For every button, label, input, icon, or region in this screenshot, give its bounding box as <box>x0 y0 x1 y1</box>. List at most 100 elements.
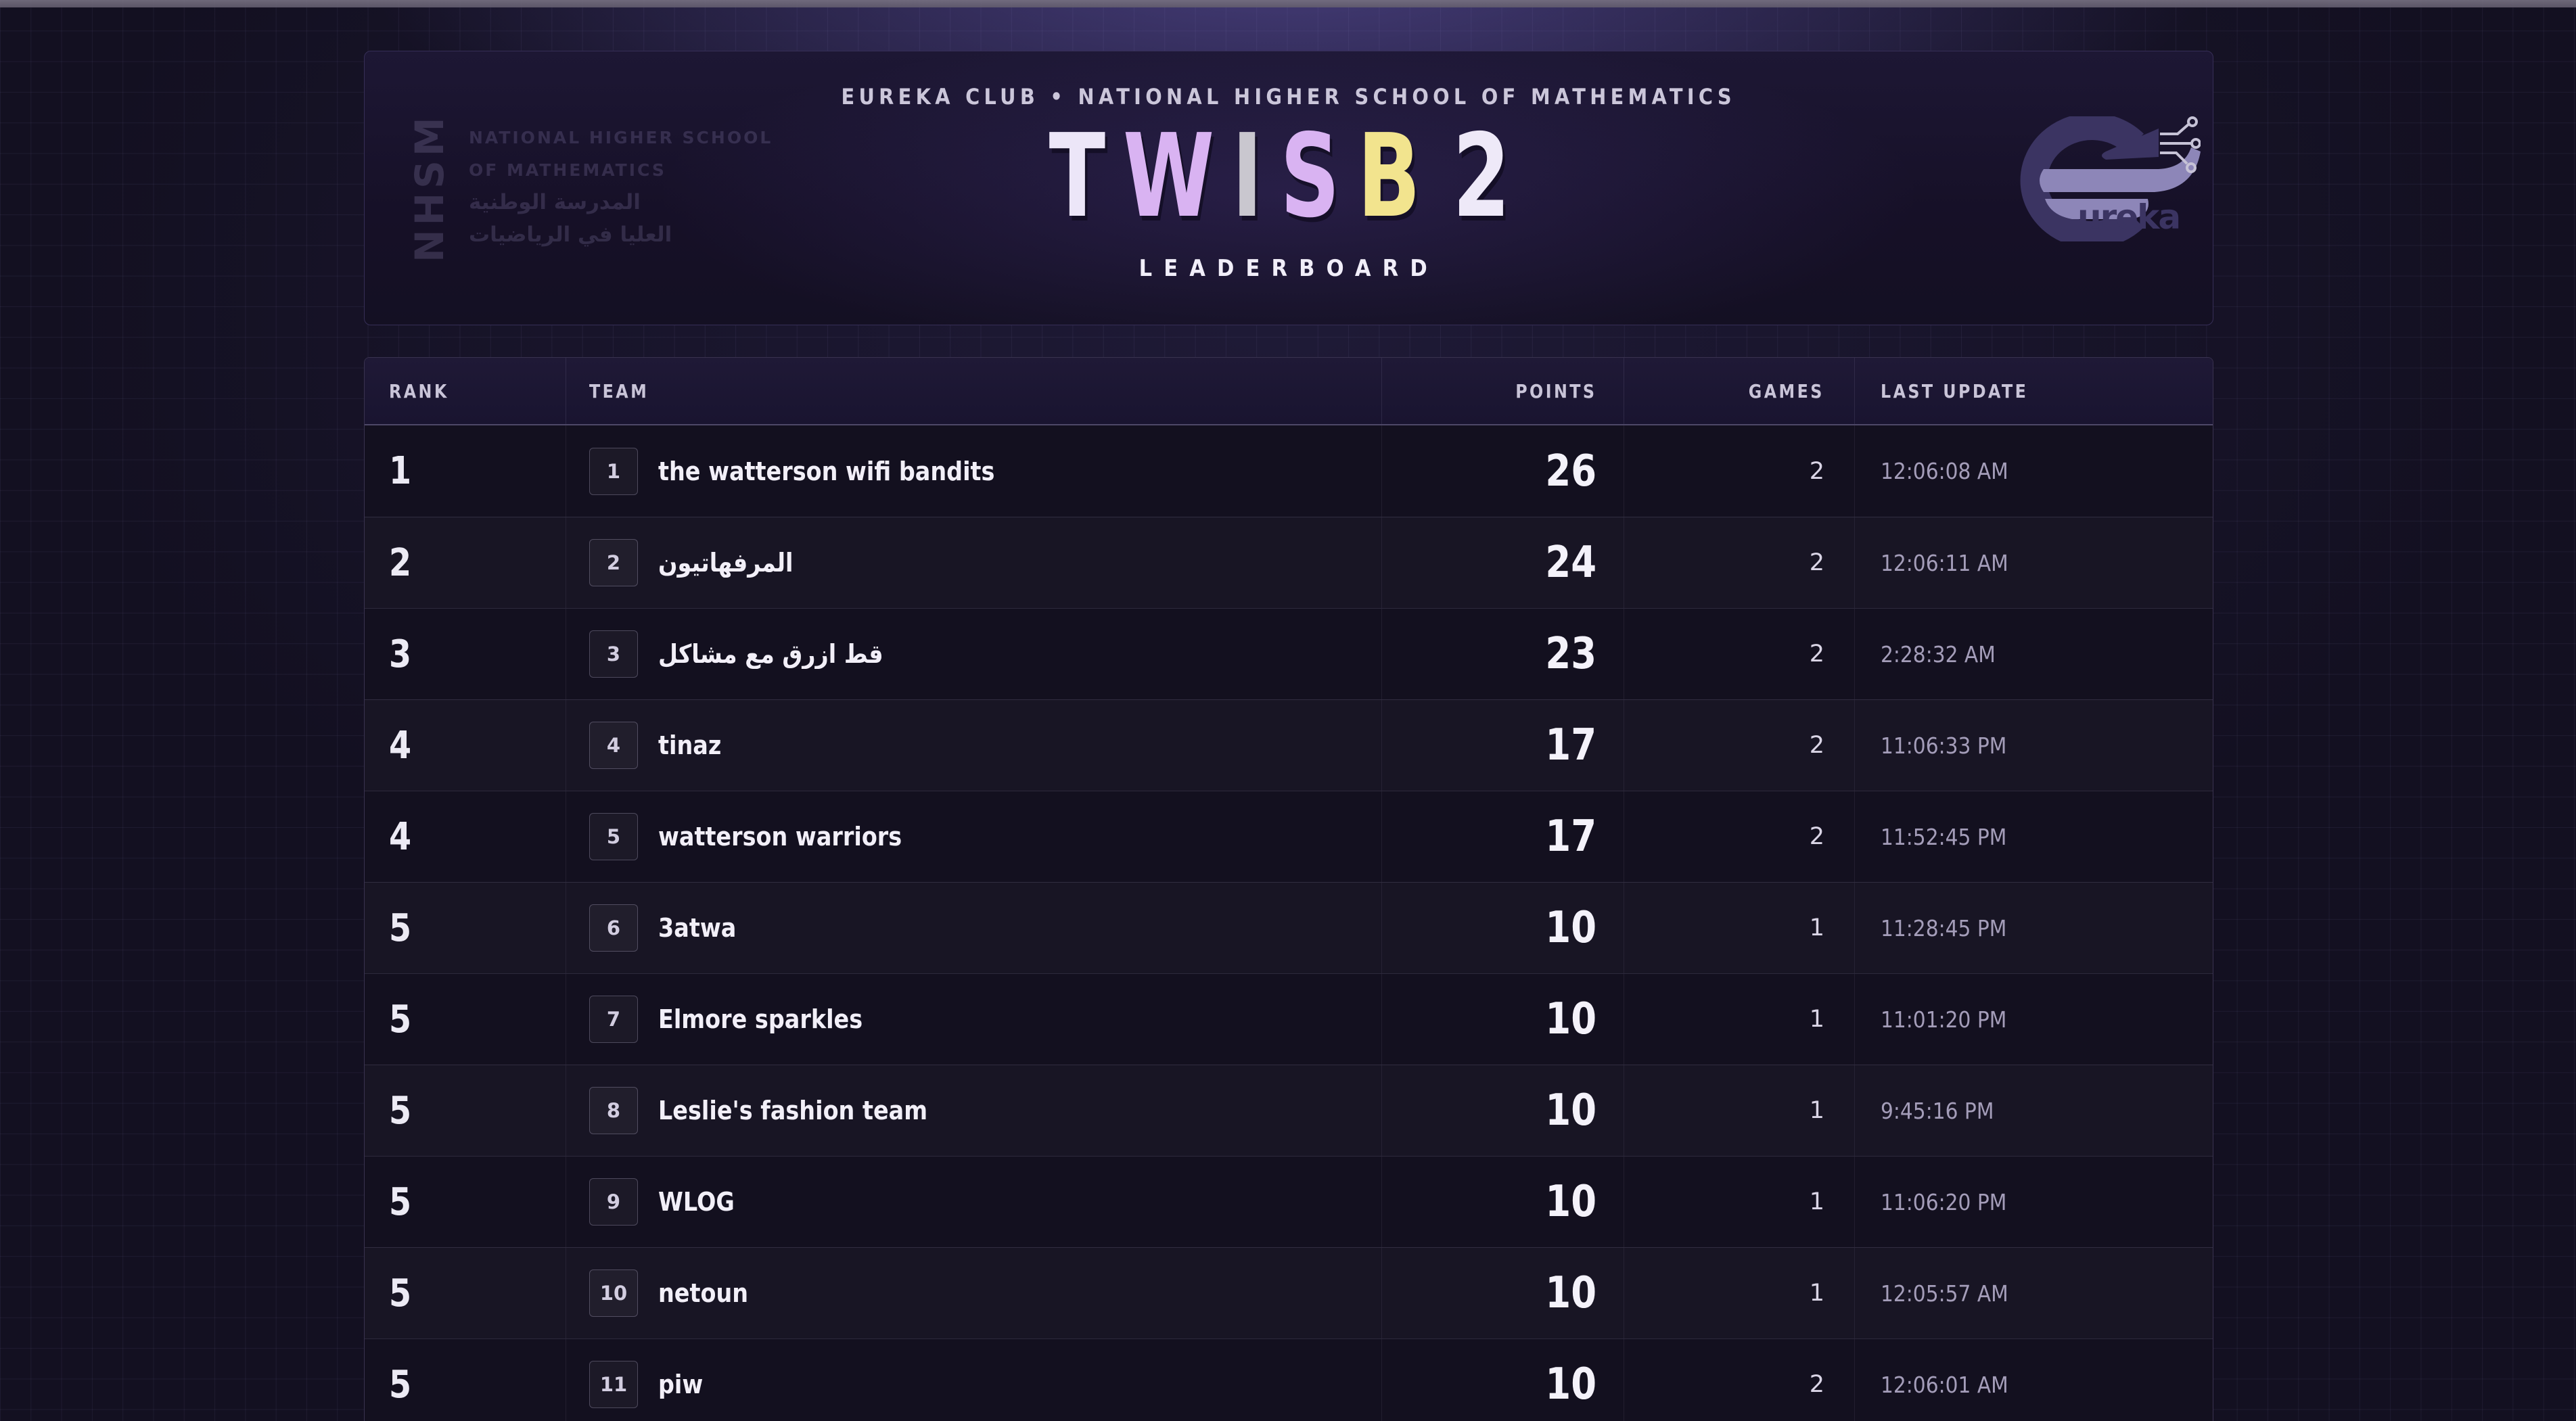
leaderboard-row: 5 8 Leslie's fashion team 10 1 9:45:16 P… <box>365 1065 2213 1156</box>
games-cell: 2 <box>1624 1339 1854 1421</box>
leaderboard-row: 5 6 3atwa 10 1 11:28:45 PM <box>365 882 2213 973</box>
team-cell: 10 netoun <box>566 1248 1381 1338</box>
last-update-cell: 11:28:45 PM <box>1854 883 2213 973</box>
games-cell: 1 <box>1624 1248 1854 1338</box>
rank-cell: 3 <box>365 609 566 699</box>
games-cell: 2 <box>1624 517 1854 608</box>
school-logo-line-arabic: المدرسة الوطنية <box>469 190 641 214</box>
header-points: POINTS <box>1381 358 1624 424</box>
last-update-cell: 12:06:01 AM <box>1854 1339 2213 1421</box>
school-logo-line-arabic: العليا في الرياضيات <box>469 223 672 248</box>
games-cell: 1 <box>1624 1157 1854 1247</box>
points-value: 10 <box>1545 1268 1596 1318</box>
team-cell: 9 WLOG <box>566 1157 1381 1247</box>
games-value: 1 <box>1809 914 1824 941</box>
top-strip <box>0 0 2576 7</box>
points-cell: 17 <box>1381 700 1624 791</box>
team-name: Elmore sparkles <box>658 1004 863 1034</box>
team-cell: 4 tinaz <box>566 700 1381 791</box>
leaderboard-row: 4 5 watterson warriors 17 2 11:52:45 PM <box>365 791 2213 882</box>
games-value: 1 <box>1809 1006 1824 1033</box>
eureka-logo-icon: ureka <box>2020 116 2201 241</box>
last-update-value: 11:28:45 PM <box>1881 914 2007 941</box>
games-cell: 1 <box>1624 883 1854 973</box>
last-update-value: 11:52:45 PM <box>1881 823 2007 850</box>
rank-cell: 2 <box>365 517 566 608</box>
seed-badge: 6 <box>589 904 638 952</box>
points-cell: 10 <box>1381 1339 1624 1421</box>
last-update-value: 12:06:08 AM <box>1881 458 2008 484</box>
team-cell: 11 piw <box>566 1339 1381 1421</box>
last-update-cell: 12:06:08 AM <box>1854 425 2213 517</box>
team-name: piw <box>658 1370 704 1399</box>
team-cell: 8 Leslie's fashion team <box>566 1065 1381 1156</box>
last-update-cell: 12:05:57 AM <box>1854 1248 2213 1338</box>
team-name: Leslie's fashion team <box>658 1096 928 1125</box>
games-value: 2 <box>1809 457 1824 485</box>
seed-badge: 11 <box>589 1361 638 1408</box>
leaderboard-row: 3 3 قط ازرق مع مشاكل 23 2 2:28:32 AM <box>365 608 2213 699</box>
points-cell: 10 <box>1381 1157 1624 1247</box>
seed-badge: 8 <box>589 1087 638 1134</box>
rank-cell: 5 <box>365 974 566 1065</box>
rank-cell: 5 <box>365 1248 566 1338</box>
leaderboard-row: 2 2 المرفهاتيون 24 2 12:06:11 AM <box>365 517 2213 608</box>
seed-badge: 5 <box>589 813 638 860</box>
games-value: 1 <box>1809 1097 1824 1124</box>
title-letter: I <box>1232 110 1281 243</box>
leaderboard-rows: 1 1 the watterson wifi bandits 2 6 2 12:0… <box>365 425 2213 1421</box>
last-update-cell: 2:28:32 AM <box>1854 609 2213 699</box>
rank-cell: 4 <box>365 700 566 791</box>
points-value: 17 <box>1545 812 1596 862</box>
last-update-cell: 11:52:45 PM <box>1854 791 2213 882</box>
games-cell: 2 <box>1624 609 1854 699</box>
team-name: the watterson wifi bandits <box>658 456 995 486</box>
team-cell: 6 3atwa <box>566 883 1381 973</box>
games-cell: 2 <box>1624 791 1854 882</box>
seed-badge: 9 <box>589 1178 638 1226</box>
event-title: TWISB 2 <box>1049 116 1528 237</box>
team-name: قط ازرق مع مشاكل <box>658 639 883 669</box>
leaderboard-row: 5 7 Elmore sparkles 10 1 11:01:20 PM <box>365 973 2213 1065</box>
rank-value: 5 <box>389 1088 412 1133</box>
seed-badge: 7 <box>589 996 638 1043</box>
title-letter: S <box>1280 110 1358 243</box>
school-logo-text: NATIONAL HIGHER SCHOOL OF MATHEMATICS ال… <box>469 122 773 251</box>
games-value: 1 <box>1809 1280 1824 1307</box>
last-update-cell: 11:06:20 PM <box>1854 1157 2213 1247</box>
rank-value: 5 <box>389 1271 412 1315</box>
team-cell: 3 قط ازرق مع مشاكل <box>566 609 1381 699</box>
games-cell: 2 <box>1624 700 1854 791</box>
leaderboard-table: RANK TEAM POINTS GAMES LAST UPDATE 1 1 t… <box>364 357 2213 1421</box>
rank-cell: 5 <box>365 1339 566 1421</box>
team-name: tinaz <box>658 730 722 760</box>
last-update-value: 11:06:20 PM <box>1881 1188 2007 1215</box>
title-letter: B <box>1357 110 1439 243</box>
title-letter: W <box>1123 110 1233 243</box>
seed-badge: 1 <box>589 447 638 495</box>
team-cell: 5 watterson warriors <box>566 791 1381 882</box>
games-value: 2 <box>1809 549 1824 576</box>
rank-value: 4 <box>389 814 412 859</box>
rank-cell: 4 <box>365 791 566 882</box>
last-update-value: 12:06:01 AM <box>1881 1371 2008 1398</box>
games-value: 1 <box>1809 1188 1824 1215</box>
points-value: 23 <box>1545 629 1596 679</box>
school-logo-line: OF MATHEMATICS <box>469 160 666 180</box>
team-name: watterson warriors <box>658 822 902 852</box>
leaderboard-row: 4 4 tinaz 17 2 11:06:33 PM <box>365 699 2213 791</box>
team-cell: 7 Elmore sparkles <box>566 974 1381 1065</box>
games-cell: 2 <box>1624 425 1854 517</box>
table-header: RANK TEAM POINTS GAMES LAST UPDATE <box>365 358 2213 425</box>
last-update-value: 11:06:33 PM <box>1881 732 2007 759</box>
rank-cell: 5 <box>365 1065 566 1156</box>
points-value: 10 <box>1545 903 1596 953</box>
games-value: 2 <box>1809 1371 1824 1398</box>
leaderboard-row: 5 9 WLOG 10 1 11:06:20 PM <box>365 1156 2213 1247</box>
points-cell: 10 <box>1381 883 1624 973</box>
points-value: 10 <box>1545 1359 1596 1410</box>
team-name: المرفهاتيون <box>658 548 794 578</box>
team-name: 3atwa <box>658 913 737 943</box>
games-value: 2 <box>1809 732 1824 759</box>
games-cell: 1 <box>1624 974 1854 1065</box>
